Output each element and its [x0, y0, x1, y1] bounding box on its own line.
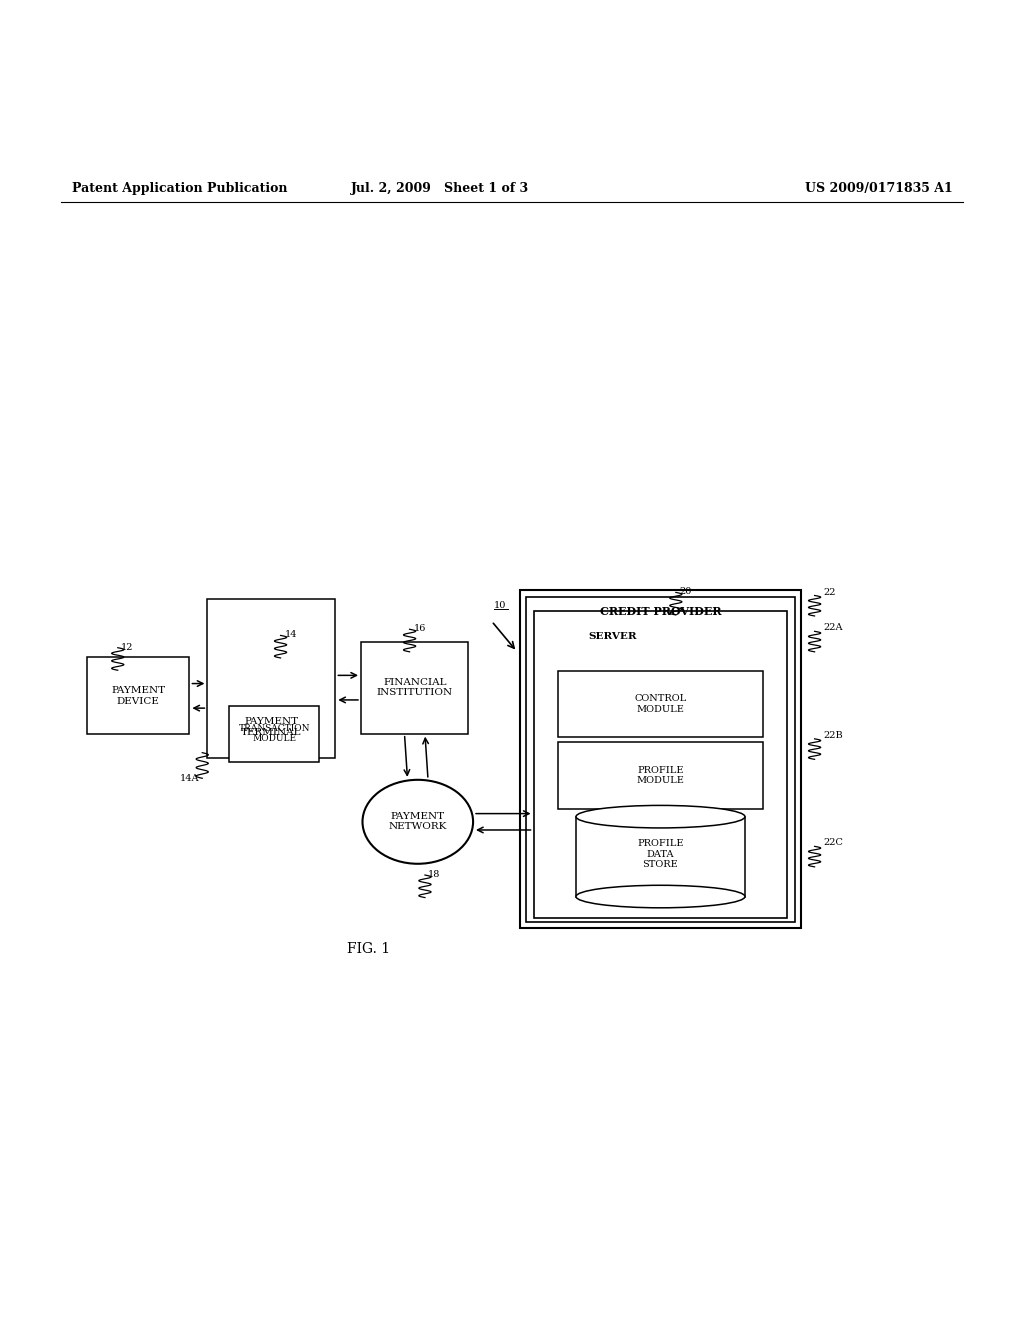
Text: Jul. 2, 2009   Sheet 1 of 3: Jul. 2, 2009 Sheet 1 of 3 — [351, 182, 529, 195]
Bar — [575, 817, 745, 896]
Text: 14A: 14A — [179, 774, 199, 783]
Bar — [361, 642, 469, 734]
Text: CONTROL
MODULE: CONTROL MODULE — [634, 694, 687, 714]
Bar — [229, 706, 319, 762]
Text: US 2009/0171835 A1: US 2009/0171835 A1 — [805, 182, 952, 195]
Text: PROFILE
MODULE: PROFILE MODULE — [637, 766, 684, 785]
Ellipse shape — [362, 780, 473, 863]
Text: 22B: 22B — [823, 731, 844, 739]
Text: 14: 14 — [285, 631, 297, 639]
Ellipse shape — [575, 805, 745, 828]
Bar — [526, 597, 795, 921]
Text: 12: 12 — [121, 643, 133, 652]
Bar — [558, 742, 763, 809]
Text: SERVER: SERVER — [589, 632, 637, 642]
Text: Patent Application Publication: Patent Application Publication — [72, 182, 287, 195]
Bar — [520, 590, 802, 928]
Text: PAYMENT
DEVICE: PAYMENT DEVICE — [112, 686, 165, 706]
Ellipse shape — [575, 886, 745, 908]
Text: TRANSACTION
MODULE: TRANSACTION MODULE — [239, 725, 310, 743]
Text: FINANCIAL
INSTITUTION: FINANCIAL INSTITUTION — [377, 678, 453, 697]
Text: 18: 18 — [428, 870, 440, 879]
Bar — [534, 611, 787, 917]
Text: 22A: 22A — [823, 623, 844, 632]
Text: 16: 16 — [414, 624, 426, 634]
Text: 22: 22 — [823, 589, 837, 598]
Text: CREDIT PROVIDER: CREDIT PROVIDER — [600, 606, 721, 618]
Text: 22C: 22C — [823, 838, 844, 847]
Bar — [87, 657, 189, 734]
Text: 10: 10 — [494, 601, 506, 610]
Text: FIG. 1: FIG. 1 — [347, 941, 390, 956]
Bar — [558, 671, 763, 738]
Text: 20: 20 — [679, 587, 691, 597]
Text: PAYMENT
NETWORK: PAYMENT NETWORK — [388, 812, 447, 832]
Text: PAYMENT
TERMINAL: PAYMENT TERMINAL — [241, 717, 302, 737]
Bar — [207, 599, 336, 758]
Text: PROFILE
DATA
STORE: PROFILE DATA STORE — [637, 840, 684, 870]
